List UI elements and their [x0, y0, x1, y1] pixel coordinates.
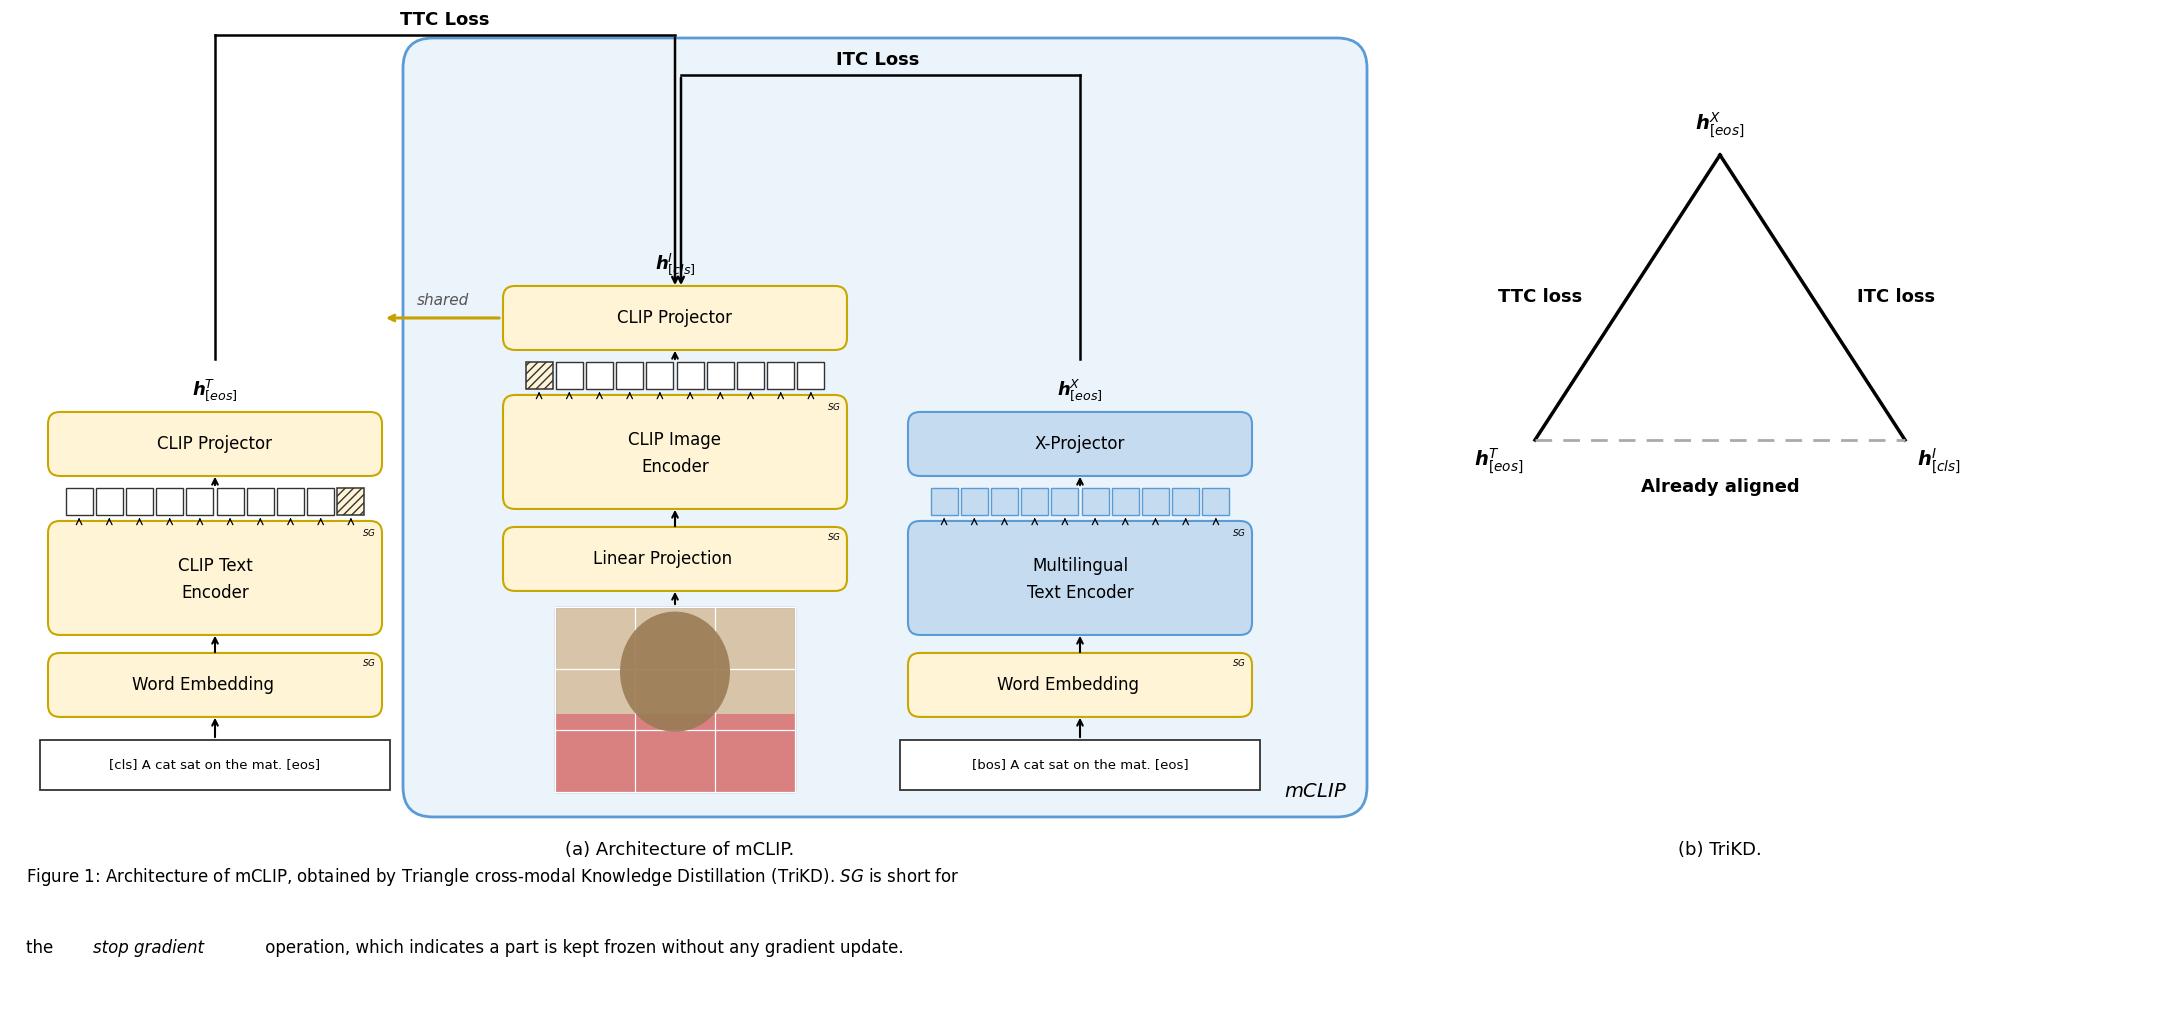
Text: TTC loss: TTC loss: [1497, 288, 1582, 306]
Bar: [645, 362, 674, 389]
Text: $\boldsymbol{h}^T_{[eos]}$: $\boldsymbol{h}^T_{[eos]}$: [191, 377, 237, 402]
Bar: [900, 740, 1260, 790]
Bar: [1021, 488, 1047, 515]
Bar: [1171, 488, 1199, 515]
Text: Multilingual: Multilingual: [1032, 557, 1128, 575]
Text: TTC Loss: TTC Loss: [400, 11, 489, 29]
Bar: [276, 488, 304, 515]
Bar: [217, 488, 243, 515]
Bar: [96, 488, 124, 515]
Text: $\mathit{mCLIP}$: $\mathit{mCLIP}$: [1284, 782, 1347, 801]
Text: Already aligned: Already aligned: [1641, 478, 1799, 496]
Text: $^{SG}$: $^{SG}$: [363, 529, 376, 542]
Bar: [306, 488, 335, 515]
Bar: [587, 362, 613, 389]
Text: $\boldsymbol{h}^I_{[cls]}$: $\boldsymbol{h}^I_{[cls]}$: [654, 251, 695, 276]
Bar: [617, 362, 643, 389]
Bar: [156, 488, 183, 515]
Text: Word Embedding: Word Embedding: [997, 676, 1139, 694]
Text: Encoder: Encoder: [180, 584, 250, 602]
FancyBboxPatch shape: [908, 521, 1252, 635]
FancyBboxPatch shape: [48, 653, 382, 717]
FancyBboxPatch shape: [908, 653, 1252, 717]
Text: $^{SG}$: $^{SG}$: [828, 533, 841, 546]
Bar: [187, 488, 213, 515]
Ellipse shape: [619, 612, 730, 732]
Bar: [554, 607, 795, 792]
Text: $\boldsymbol{h}^I_{[cls]}$: $\boldsymbol{h}^I_{[cls]}$: [1917, 446, 1960, 475]
FancyBboxPatch shape: [502, 286, 847, 350]
Text: stop gradient: stop gradient: [93, 940, 204, 957]
Bar: [706, 362, 734, 389]
Text: CLIP Text: CLIP Text: [178, 557, 252, 575]
FancyBboxPatch shape: [48, 412, 382, 476]
FancyBboxPatch shape: [908, 412, 1252, 476]
FancyBboxPatch shape: [48, 521, 382, 635]
Bar: [65, 488, 93, 515]
Text: ITC Loss: ITC Loss: [837, 51, 919, 69]
Bar: [1202, 488, 1230, 515]
FancyBboxPatch shape: [502, 527, 847, 591]
Bar: [1082, 488, 1108, 515]
Text: [cls] A cat sat on the mat. [eos]: [cls] A cat sat on the mat. [eos]: [109, 758, 322, 772]
Text: $^{SG}$: $^{SG}$: [1232, 529, 1245, 542]
Bar: [676, 362, 704, 389]
Bar: [126, 488, 152, 515]
Text: $\boldsymbol{h}^T_{[eos]}$: $\boldsymbol{h}^T_{[eos]}$: [1473, 446, 1523, 475]
Bar: [991, 488, 1017, 515]
Text: Word Embedding: Word Embedding: [133, 676, 274, 694]
Text: $\boldsymbol{h}^X_{[eos]}$: $\boldsymbol{h}^X_{[eos]}$: [1695, 110, 1745, 140]
Bar: [930, 488, 958, 515]
Text: [bos] A cat sat on the mat. [eos]: [bos] A cat sat on the mat. [eos]: [971, 758, 1189, 772]
Text: $^{SG}$: $^{SG}$: [828, 403, 841, 416]
Text: Encoder: Encoder: [641, 458, 708, 476]
Bar: [797, 362, 824, 389]
Bar: [39, 740, 389, 790]
Bar: [248, 488, 274, 515]
Text: CLIP Image: CLIP Image: [628, 431, 721, 449]
Text: CLIP Projector: CLIP Projector: [617, 309, 732, 327]
Text: (a) Architecture of mCLIP.: (a) Architecture of mCLIP.: [565, 841, 795, 859]
Bar: [1052, 488, 1078, 515]
FancyBboxPatch shape: [502, 395, 847, 509]
Bar: [737, 362, 765, 389]
Text: the: the: [26, 940, 59, 957]
Text: Text Encoder: Text Encoder: [1026, 584, 1134, 602]
Bar: [1143, 488, 1169, 515]
Bar: [554, 715, 795, 792]
Bar: [1113, 488, 1139, 515]
Text: Linear Projection: Linear Projection: [593, 550, 732, 568]
Bar: [767, 362, 793, 389]
Bar: [960, 488, 989, 515]
Bar: [337, 488, 365, 515]
Text: X-Projector: X-Projector: [1034, 435, 1126, 453]
Text: shared: shared: [417, 293, 469, 308]
Bar: [556, 362, 582, 389]
Text: Figure 1: Architecture of mCLIP, obtained by Triangle cross-modal Knowledge Dist: Figure 1: Architecture of mCLIP, obtaine…: [26, 866, 960, 888]
Bar: [526, 362, 552, 389]
Text: $^{SG}$: $^{SG}$: [1232, 659, 1245, 672]
FancyBboxPatch shape: [402, 38, 1367, 816]
Text: ITC loss: ITC loss: [1858, 288, 1936, 306]
Text: CLIP Projector: CLIP Projector: [156, 435, 272, 453]
Text: $^{SG}$: $^{SG}$: [363, 659, 376, 672]
Text: $\boldsymbol{h}^X_{[eos]}$: $\boldsymbol{h}^X_{[eos]}$: [1056, 377, 1104, 402]
Text: operation, which indicates a part is kept frozen without any gradient update.: operation, which indicates a part is kep…: [261, 940, 904, 957]
Text: (b) TriKD.: (b) TriKD.: [1678, 841, 1762, 859]
